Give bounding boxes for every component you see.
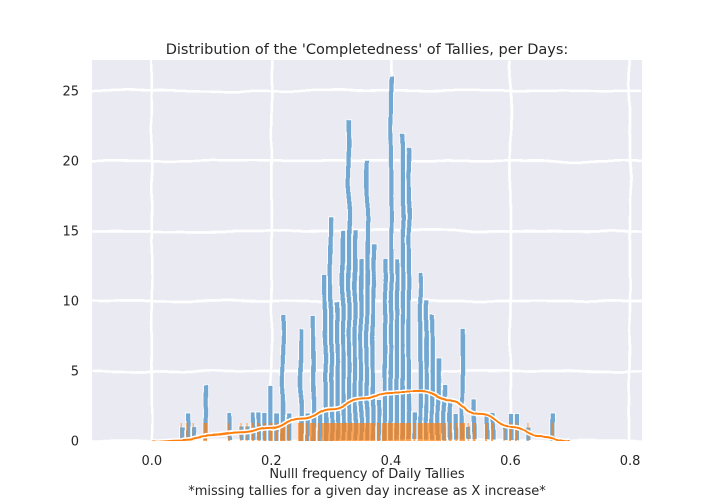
histogram-bar xyxy=(328,216,335,441)
x-axis-label: Nulll frequency of Daily Tallies xyxy=(269,467,465,482)
histogram-bar xyxy=(358,258,364,441)
histogram-bar xyxy=(346,118,353,441)
x-axis-note: *missing tallies for a given day increas… xyxy=(188,484,546,499)
histogram-bar xyxy=(352,230,358,441)
x-tick-label: 0.6 xyxy=(500,454,521,469)
x-tick-label: 0.0 xyxy=(141,454,162,469)
histogram-bar xyxy=(334,300,341,441)
histogram-bar xyxy=(322,272,329,441)
chart-title: Distribution of the 'Completedness' of T… xyxy=(166,42,569,58)
histogram-bar xyxy=(370,244,376,441)
x-axis-ticks: 0.0 0.2 0.4 0.6 0.8 xyxy=(141,454,640,469)
histogram-bar xyxy=(423,300,430,441)
histogram-bar xyxy=(310,314,317,441)
histogram-bar xyxy=(399,132,406,441)
histogram-bar xyxy=(393,258,400,441)
y-axis-ticks: 0 5 10 15 20 25 xyxy=(62,84,79,449)
histogram-bar xyxy=(429,314,436,441)
y-tick-label: 25 xyxy=(62,84,79,99)
y-tick-label: 15 xyxy=(62,224,79,239)
histogram-bar xyxy=(381,258,388,441)
y-tick-label: 5 xyxy=(71,364,79,379)
histogram-bar xyxy=(387,76,394,441)
kde-curve xyxy=(151,390,571,441)
histogram-bar xyxy=(364,160,370,441)
x-tick-label: 0.4 xyxy=(381,454,402,469)
histogram-bar xyxy=(417,272,424,441)
x-tick-label: 0.2 xyxy=(261,454,282,469)
histogram-bar xyxy=(340,230,347,441)
y-tick-label: 20 xyxy=(62,154,79,169)
kde-curve-group xyxy=(151,389,571,441)
histogram-bar xyxy=(280,314,287,441)
x-tick-label: 0.8 xyxy=(620,454,641,469)
y-tick-label: 0 xyxy=(71,435,79,450)
y-tick-label: 10 xyxy=(62,294,79,309)
histogram-bar xyxy=(405,146,412,441)
